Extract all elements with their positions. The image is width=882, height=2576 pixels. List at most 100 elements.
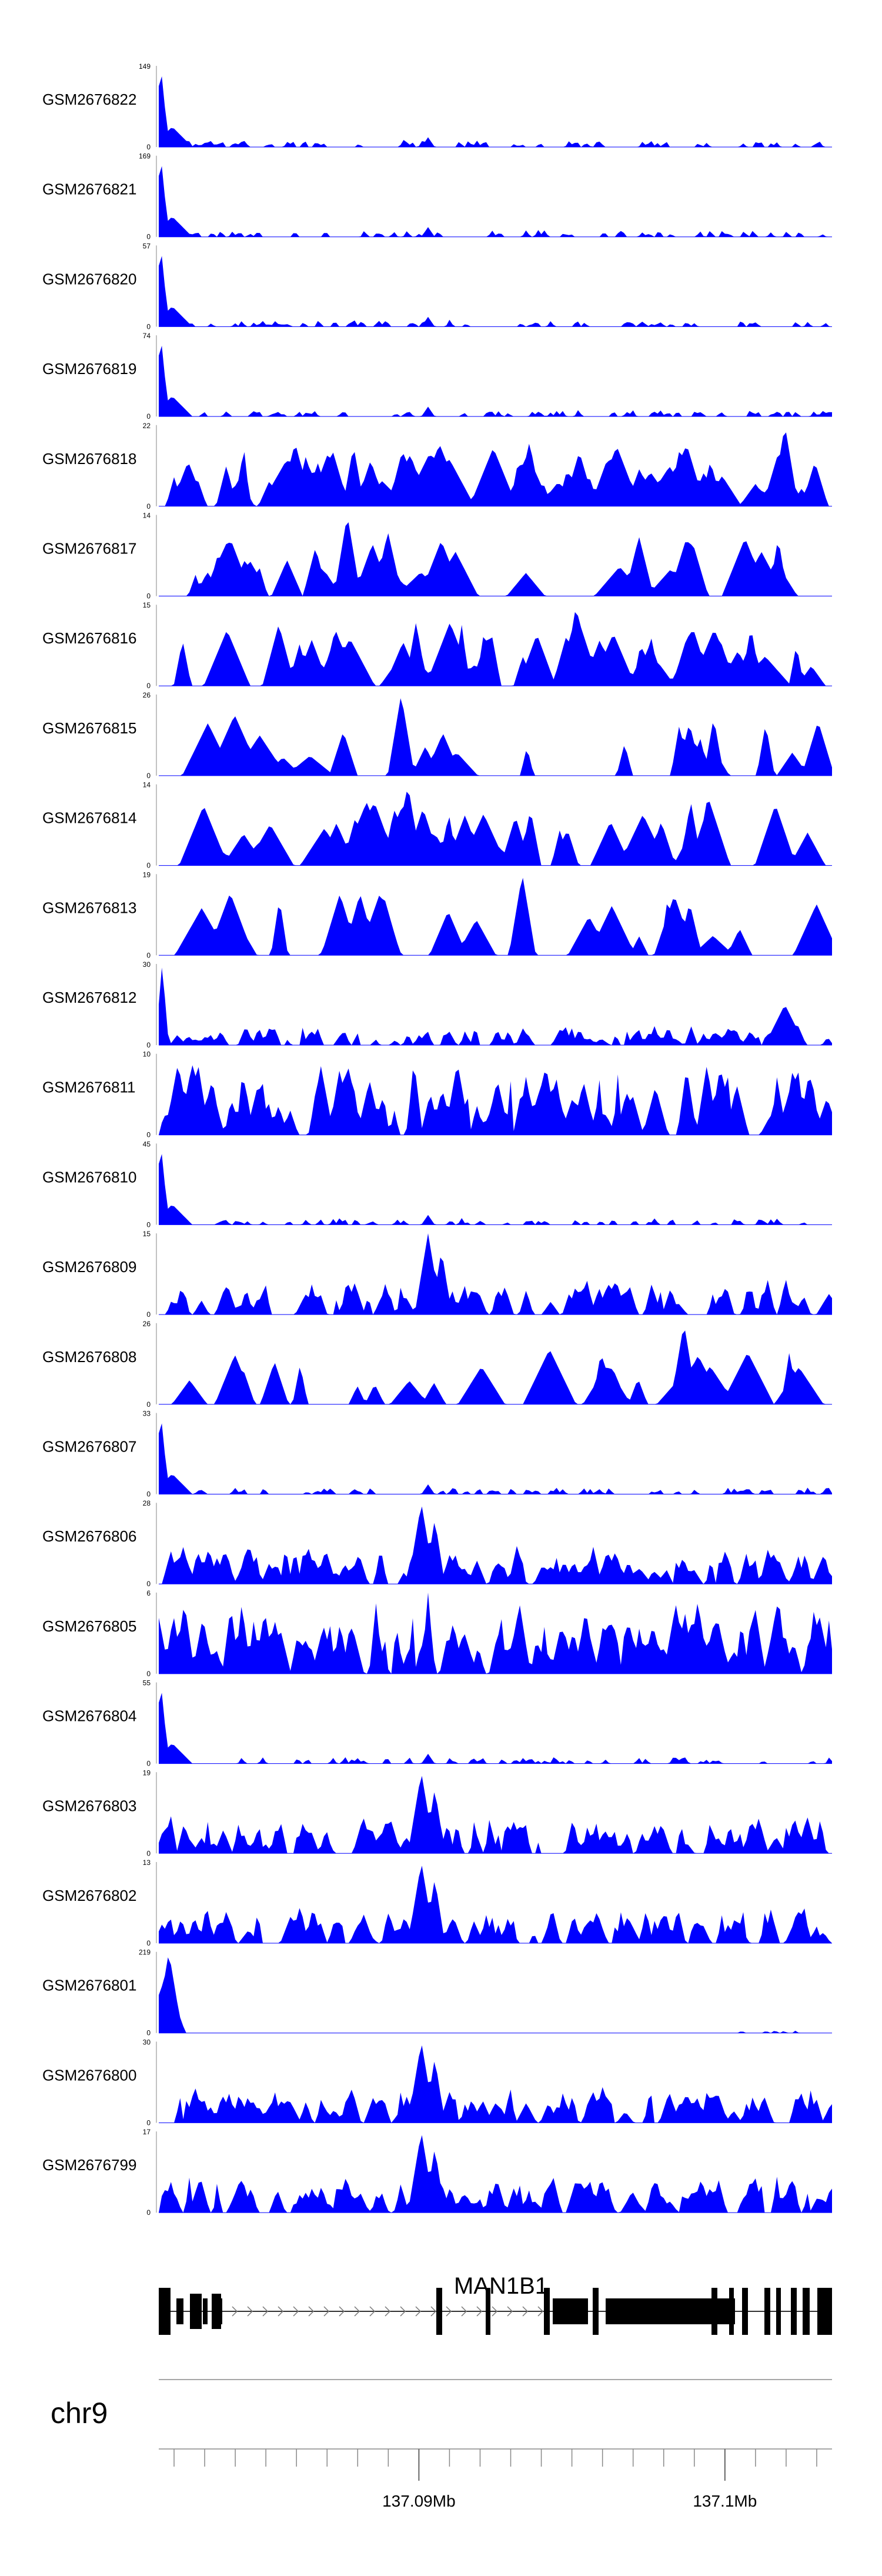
track-label: GSM2676815 xyxy=(42,719,136,737)
track-GSM2676811: GSM2676811 10 0 xyxy=(42,1050,832,1139)
strand-arrow xyxy=(522,2306,529,2317)
track-zero-tick: 0 xyxy=(146,2118,151,2127)
coverage-area xyxy=(159,1592,832,1674)
track-GSM2676812: GSM2676812 30 0 xyxy=(42,960,832,1049)
track-GSM2676816: GSM2676816 15 0 xyxy=(42,601,832,690)
track-max-tick: 30 xyxy=(143,2038,151,2046)
track-label: GSM2676809 xyxy=(42,1258,136,1276)
strand-arrow xyxy=(369,2306,376,2317)
strand-arrow xyxy=(446,2306,452,2317)
strand-arrow xyxy=(430,2306,437,2317)
track-label: GSM2676816 xyxy=(42,629,136,647)
track-label: GSM2676811 xyxy=(42,1079,136,1096)
track-label: GSM2676819 xyxy=(42,360,136,378)
gene-exon xyxy=(436,2288,442,2335)
coverage-area xyxy=(159,698,832,776)
track-zero-tick: 0 xyxy=(146,682,151,690)
track-max-tick: 26 xyxy=(143,691,151,699)
strand-arrow xyxy=(476,2306,483,2317)
gene-exon xyxy=(219,2298,222,2324)
track-zero-tick: 0 xyxy=(146,1490,151,1499)
track-zero-tick: 0 xyxy=(146,412,151,421)
track-label: GSM2676820 xyxy=(42,270,136,288)
track-label: GSM2676802 xyxy=(42,1887,136,1904)
track-max-tick: 6 xyxy=(146,1589,151,1597)
track-GSM2676815: GSM2676815 26 0 xyxy=(42,691,832,780)
track-label: GSM2676800 xyxy=(42,2066,136,2084)
track-label: GSM2676807 xyxy=(42,1438,136,1456)
track-label: GSM2676801 xyxy=(42,1977,136,1994)
track-GSM2676801: GSM2676801 219 0 xyxy=(42,1948,832,2037)
track-max-tick: 22 xyxy=(143,422,151,430)
track-zero-tick: 0 xyxy=(146,951,151,959)
chromosome-label: chr9 xyxy=(51,2397,108,2430)
gene-exon xyxy=(486,2288,490,2335)
strand-arrow xyxy=(400,2306,406,2317)
coverage-area xyxy=(159,792,832,866)
track-max-tick: 13 xyxy=(143,1858,151,1867)
strand-arrow xyxy=(323,2306,330,2317)
track-GSM2676800: GSM2676800 30 0 xyxy=(42,2038,832,2127)
strand-arrow xyxy=(262,2306,269,2317)
track-max-tick: 15 xyxy=(143,601,151,609)
track-GSM2676802: GSM2676802 13 0 xyxy=(42,1858,832,1947)
track-GSM2676813: GSM2676813 19 0 xyxy=(42,870,832,959)
track-max-tick: 10 xyxy=(143,1050,151,1059)
track-max-tick: 14 xyxy=(143,781,151,789)
coverage-area xyxy=(159,877,832,956)
track-label: GSM2676804 xyxy=(42,1707,136,1725)
track-GSM2676799: GSM2676799 17 0 xyxy=(42,2128,832,2217)
coverage-area xyxy=(159,522,832,596)
track-zero-tick: 0 xyxy=(146,1400,151,1409)
coverage-area xyxy=(159,1506,832,1584)
track-max-tick: 19 xyxy=(143,870,151,879)
track-max-tick: 45 xyxy=(143,1140,151,1148)
track-zero-tick: 0 xyxy=(146,2208,151,2217)
track-label: GSM2676818 xyxy=(42,450,136,468)
track-max-tick: 33 xyxy=(143,1410,151,1418)
track-GSM2676803: GSM2676803 19 0 xyxy=(42,1769,832,1857)
gene-exon xyxy=(817,2288,832,2335)
coverage-area xyxy=(159,2135,832,2213)
track-GSM2676818: GSM2676818 22 0 xyxy=(42,422,832,510)
track-zero-tick: 0 xyxy=(146,1849,151,1857)
track-zero-tick: 0 xyxy=(146,233,151,241)
track-max-tick: 219 xyxy=(139,1948,151,1957)
track-zero-tick: 0 xyxy=(146,2029,151,2037)
track-max-tick: 169 xyxy=(139,152,151,161)
track-zero-tick: 0 xyxy=(146,143,151,151)
track-max-tick: 149 xyxy=(139,62,151,71)
track-zero-tick: 0 xyxy=(146,1670,151,1678)
strand-arrow xyxy=(507,2306,513,2317)
track-GSM2676820: GSM2676820 57 0 xyxy=(42,242,832,331)
strand-arrow xyxy=(354,2306,360,2317)
coverage-area xyxy=(159,1866,832,1943)
axis-tick-label: 137.09Mb xyxy=(382,2492,456,2510)
track-max-tick: 28 xyxy=(143,1499,151,1507)
gene-exon xyxy=(803,2288,810,2335)
coverage-area xyxy=(159,1957,832,2033)
track-label: GSM2676808 xyxy=(42,1348,136,1366)
coverage-area xyxy=(159,256,832,327)
track-GSM2676809: GSM2676809 15 0 xyxy=(42,1230,832,1319)
track-label: GSM2676806 xyxy=(42,1527,136,1545)
strand-arrow xyxy=(247,2306,253,2317)
axis-tick-label: 137.1Mb xyxy=(693,2492,757,2510)
track-zero-tick: 0 xyxy=(146,322,151,331)
track-GSM2676814: GSM2676814 14 0 xyxy=(42,781,832,870)
track-label: GSM2676805 xyxy=(42,1617,136,1635)
track-max-tick: 74 xyxy=(143,332,151,340)
track-max-tick: 55 xyxy=(143,1679,151,1687)
track-zero-tick: 0 xyxy=(146,1310,151,1319)
track-zero-tick: 0 xyxy=(146,862,151,870)
gene-exon xyxy=(553,2298,588,2324)
track-label: GSM2676813 xyxy=(42,899,136,916)
coverage-area xyxy=(159,1154,832,1225)
track-GSM2676822: GSM2676822 149 0 xyxy=(42,62,832,151)
coverage-area xyxy=(159,1233,832,1315)
coverage-area xyxy=(159,76,832,147)
track-label: GSM2676814 xyxy=(42,809,136,827)
track-max-tick: 26 xyxy=(143,1320,151,1328)
strand-arrow xyxy=(537,2306,544,2317)
